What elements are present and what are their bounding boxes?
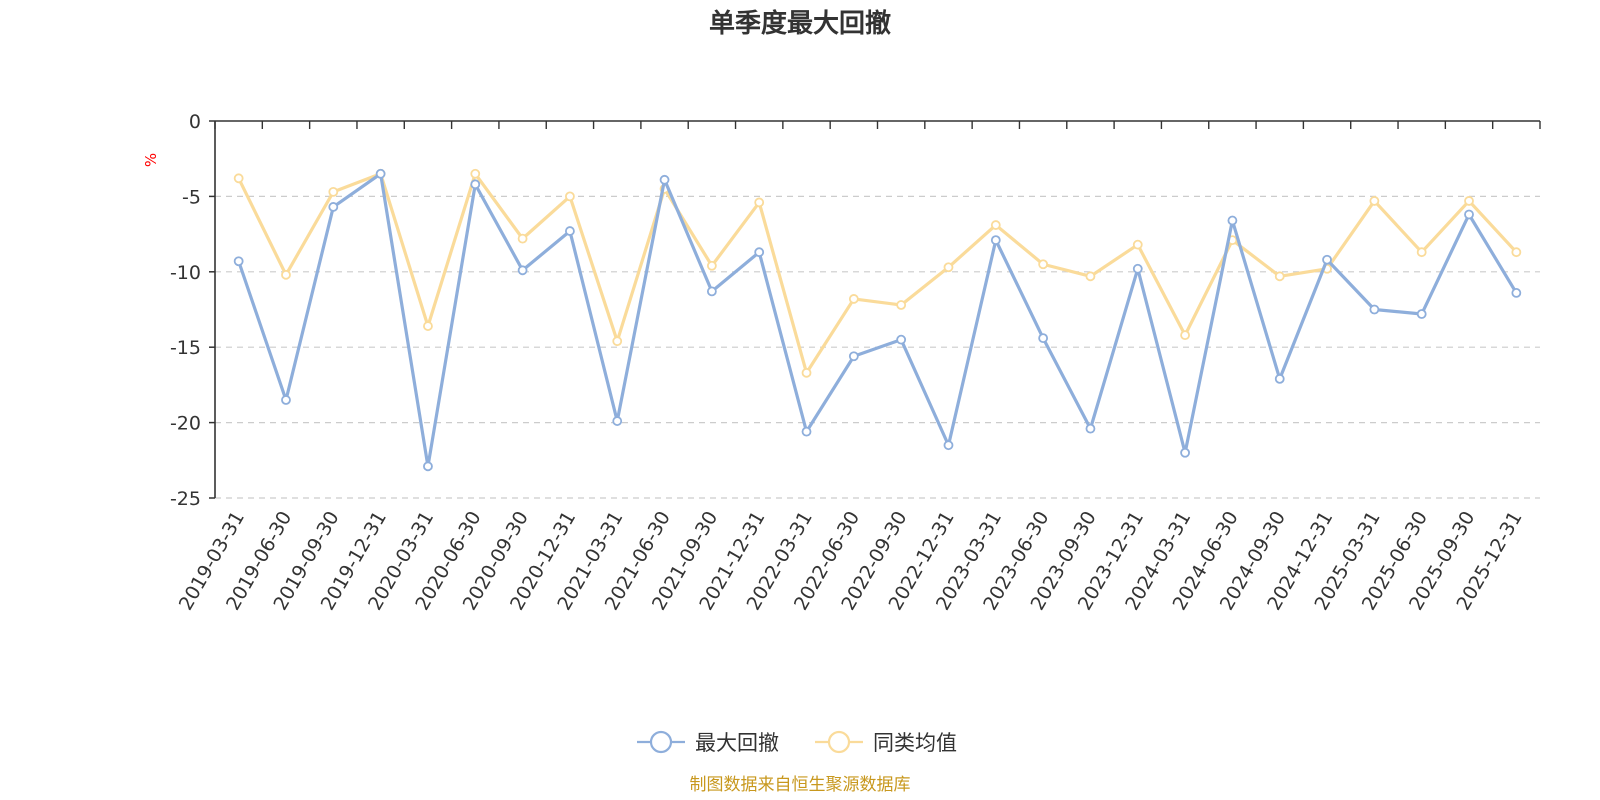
chart-title: 单季度最大回撤: [709, 8, 891, 39]
data-point[interactable]: [990, 235, 1001, 246]
data-point[interactable]: [896, 334, 907, 345]
data-point[interactable]: [1416, 247, 1427, 258]
series-layer: [233, 168, 1522, 472]
data-point[interactable]: [801, 426, 812, 437]
y-tick-label: -15: [170, 337, 201, 359]
data-point[interactable]: [1511, 247, 1522, 258]
data-point[interactable]: [1464, 196, 1474, 206]
data-point[interactable]: [1322, 254, 1332, 265]
data-point[interactable]: [565, 226, 575, 236]
y-tick-label: -20: [170, 413, 201, 435]
legend-item-1[interactable]: 同类均值: [815, 730, 957, 755]
y-tick-label: -10: [170, 262, 201, 284]
axes: [209, 120, 1541, 499]
y-axis-unit: %: [142, 153, 160, 167]
data-point[interactable]: [1085, 423, 1096, 434]
data-point[interactable]: [328, 186, 339, 197]
data-point[interactable]: [1132, 263, 1143, 274]
data-point[interactable]: [706, 260, 717, 271]
data-point[interactable]: [565, 191, 575, 202]
data-point[interactable]: [1227, 215, 1238, 226]
data-point[interactable]: [754, 247, 765, 258]
series-0: [233, 168, 1522, 472]
data-point[interactable]: [281, 269, 291, 280]
y-tick-label: -5: [182, 186, 201, 208]
y-tick-label: -25: [170, 488, 201, 510]
data-point[interactable]: [375, 168, 386, 179]
data-point[interactable]: [706, 286, 717, 297]
data-point[interactable]: [470, 168, 481, 179]
data-point[interactable]: [659, 174, 670, 185]
data-point[interactable]: [470, 179, 481, 190]
data-point[interactable]: [1416, 309, 1427, 319]
data-point[interactable]: [1511, 288, 1522, 298]
legend[interactable]: 最大回撤 同类均值: [637, 730, 957, 755]
y-tick-labels: 0 -5 -10 -15 -20 -25: [170, 111, 201, 510]
data-point[interactable]: [1369, 304, 1380, 315]
data-point[interactable]: [1274, 271, 1285, 282]
data-point[interactable]: [1038, 333, 1049, 344]
series-1: [233, 168, 1522, 378]
data-point[interactable]: [754, 197, 765, 208]
legend-marker: [649, 730, 673, 754]
data-point[interactable]: [423, 461, 433, 472]
legend-label: 同类均值: [873, 731, 957, 755]
data-point[interactable]: [1085, 271, 1096, 282]
data-point[interactable]: [943, 440, 954, 451]
data-point[interactable]: [896, 300, 907, 310]
data-point[interactable]: [233, 256, 244, 267]
x-tick-labels: 2019-03-312019-06-302019-09-302019-12-31…: [175, 508, 1527, 615]
data-point[interactable]: [1180, 447, 1190, 458]
series-line: [237, 172, 1518, 468]
legend-label: 最大回撤: [695, 731, 779, 755]
legend-marker: [827, 730, 851, 754]
legend-item-0[interactable]: 最大回撤: [637, 730, 779, 755]
data-point[interactable]: [801, 367, 812, 378]
data-point[interactable]: [1369, 196, 1380, 206]
data-point[interactable]: [328, 202, 339, 212]
data-point[interactable]: [1464, 209, 1474, 220]
data-point[interactable]: [233, 173, 244, 184]
y-tick-label: 0: [189, 111, 201, 133]
data-point[interactable]: [1038, 259, 1049, 270]
source-note: 制图数据来自恒生聚源数据库: [690, 775, 911, 795]
data-point[interactable]: [1180, 330, 1190, 341]
data-point[interactable]: [848, 351, 859, 362]
data-point[interactable]: [612, 336, 623, 347]
series-line: [237, 172, 1518, 375]
data-point[interactable]: [517, 233, 528, 244]
data-point[interactable]: [423, 321, 433, 331]
data-point[interactable]: [848, 294, 859, 304]
data-point[interactable]: [281, 395, 291, 405]
data-point[interactable]: [943, 262, 954, 273]
data-point[interactable]: [612, 416, 623, 426]
data-point[interactable]: [1274, 373, 1285, 384]
data-point[interactable]: [1132, 239, 1143, 250]
data-point[interactable]: [517, 265, 528, 276]
data-point[interactable]: [990, 220, 1001, 230]
